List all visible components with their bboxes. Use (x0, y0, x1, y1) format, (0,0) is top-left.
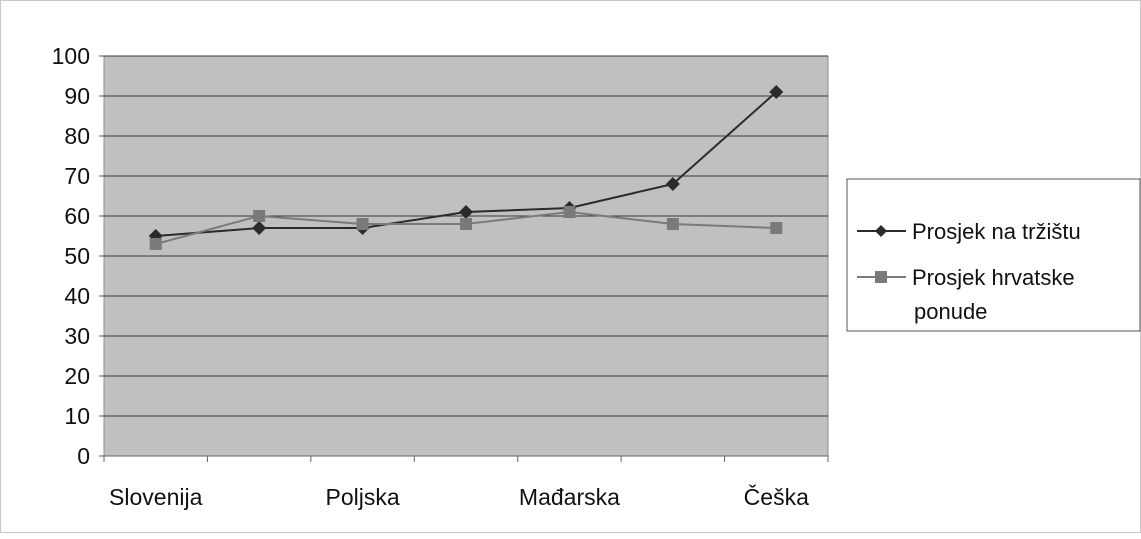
point-1-4 (563, 206, 576, 218)
y-tick-label-90: 90 (64, 83, 90, 109)
y-axis-ticks: 0 10 20 30 40 50 60 70 80 90 100 (52, 43, 104, 469)
y-tick-label-30: 30 (64, 323, 90, 349)
x-tick-label-4: Mađarska (519, 484, 620, 510)
legend-label-croatian-2: ponude (914, 299, 987, 324)
point-1-1 (253, 210, 266, 222)
legend-box (846, 178, 1141, 332)
y-tick-label-0: 0 (77, 443, 90, 469)
legend-diamond-icon (875, 225, 887, 237)
legend-square-icon (875, 271, 887, 283)
gridlines (104, 55, 828, 417)
x-tick-label-0: Slovenija (109, 484, 203, 510)
y-tick-label-80: 80 (64, 123, 90, 149)
x-tick-label-6: Češka (744, 483, 809, 510)
y-tick-label-70: 70 (64, 163, 90, 189)
point-1-3 (460, 218, 472, 230)
legend-item-croatian: Prosjek hrvatske ponude (857, 265, 1075, 324)
legend-label-croatian-1: Prosjek hrvatske (912, 265, 1075, 290)
y-tick-label-60: 60 (64, 203, 90, 229)
series-1 (149, 206, 783, 250)
y-tick-label-20: 20 (64, 363, 90, 389)
point-1-6 (770, 222, 783, 234)
y-tick-label-40: 40 (64, 283, 90, 309)
point-0-1 (252, 221, 267, 235)
point-0-6 (769, 85, 784, 99)
x-tick-label-2: Poljska (325, 484, 399, 510)
legend-item-market: Prosjek na tržištu (857, 219, 1081, 244)
legend: Prosjek na tržištu Prosjek hrvatske ponu… (846, 178, 1141, 332)
point-1-5 (666, 218, 679, 230)
point-0-5 (665, 177, 680, 191)
point-0-3 (459, 205, 473, 219)
point-1-2 (356, 218, 369, 230)
series-group (148, 85, 784, 250)
x-axis: Slovenija Poljska Mađarska Češka (103, 455, 829, 510)
point-1-0 (149, 238, 162, 250)
y-tick-label-50: 50 (64, 243, 90, 269)
legend-label-market: Prosjek na tržištu (912, 219, 1081, 244)
y-tick-label-100: 100 (52, 43, 90, 69)
y-tick-label-10: 10 (64, 403, 90, 429)
